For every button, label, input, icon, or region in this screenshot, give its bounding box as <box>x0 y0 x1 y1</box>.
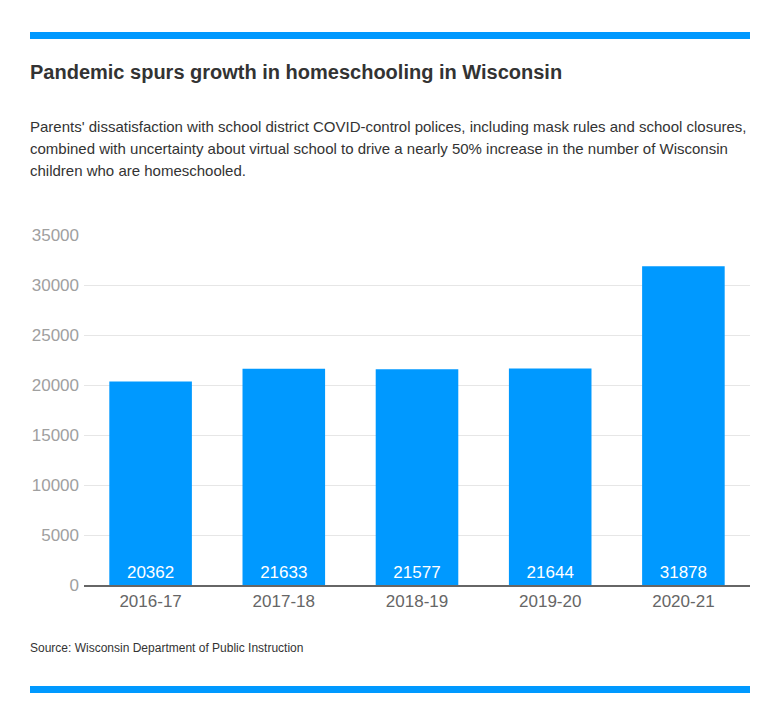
svg-text:2020-21: 2020-21 <box>652 592 714 611</box>
svg-text:20362: 20362 <box>127 563 174 582</box>
svg-text:10000: 10000 <box>32 476 79 495</box>
svg-text:20000: 20000 <box>32 376 79 395</box>
svg-text:21644: 21644 <box>527 563 574 582</box>
svg-text:31878: 31878 <box>660 563 707 582</box>
svg-text:15000: 15000 <box>32 426 79 445</box>
svg-text:5000: 5000 <box>41 526 79 545</box>
svg-text:0: 0 <box>70 576 79 595</box>
svg-text:2017-18: 2017-18 <box>253 592 315 611</box>
svg-text:2018-19: 2018-19 <box>386 592 448 611</box>
svg-text:21633: 21633 <box>260 563 307 582</box>
svg-text:21577: 21577 <box>393 563 440 582</box>
html-text:Source: Wisconsin Department o: Source: Wisconsin Department of Public I… <box>30 641 304 655</box>
svg-text:2019-20: 2019-20 <box>519 592 581 611</box>
html-text:Parents' dissatisfaction with: Parents' dissatisfaction with school dis… <box>30 118 747 179</box>
svg-text:25000: 25000 <box>32 326 79 345</box>
svg-text:30000: 30000 <box>32 276 79 295</box>
html-text:Pandemic spurs growth in homes: Pandemic spurs growth in homeschooling i… <box>30 61 563 83</box>
svg-text:2016-17: 2016-17 <box>119 592 181 611</box>
svg-text:35000: 35000 <box>32 226 79 245</box>
